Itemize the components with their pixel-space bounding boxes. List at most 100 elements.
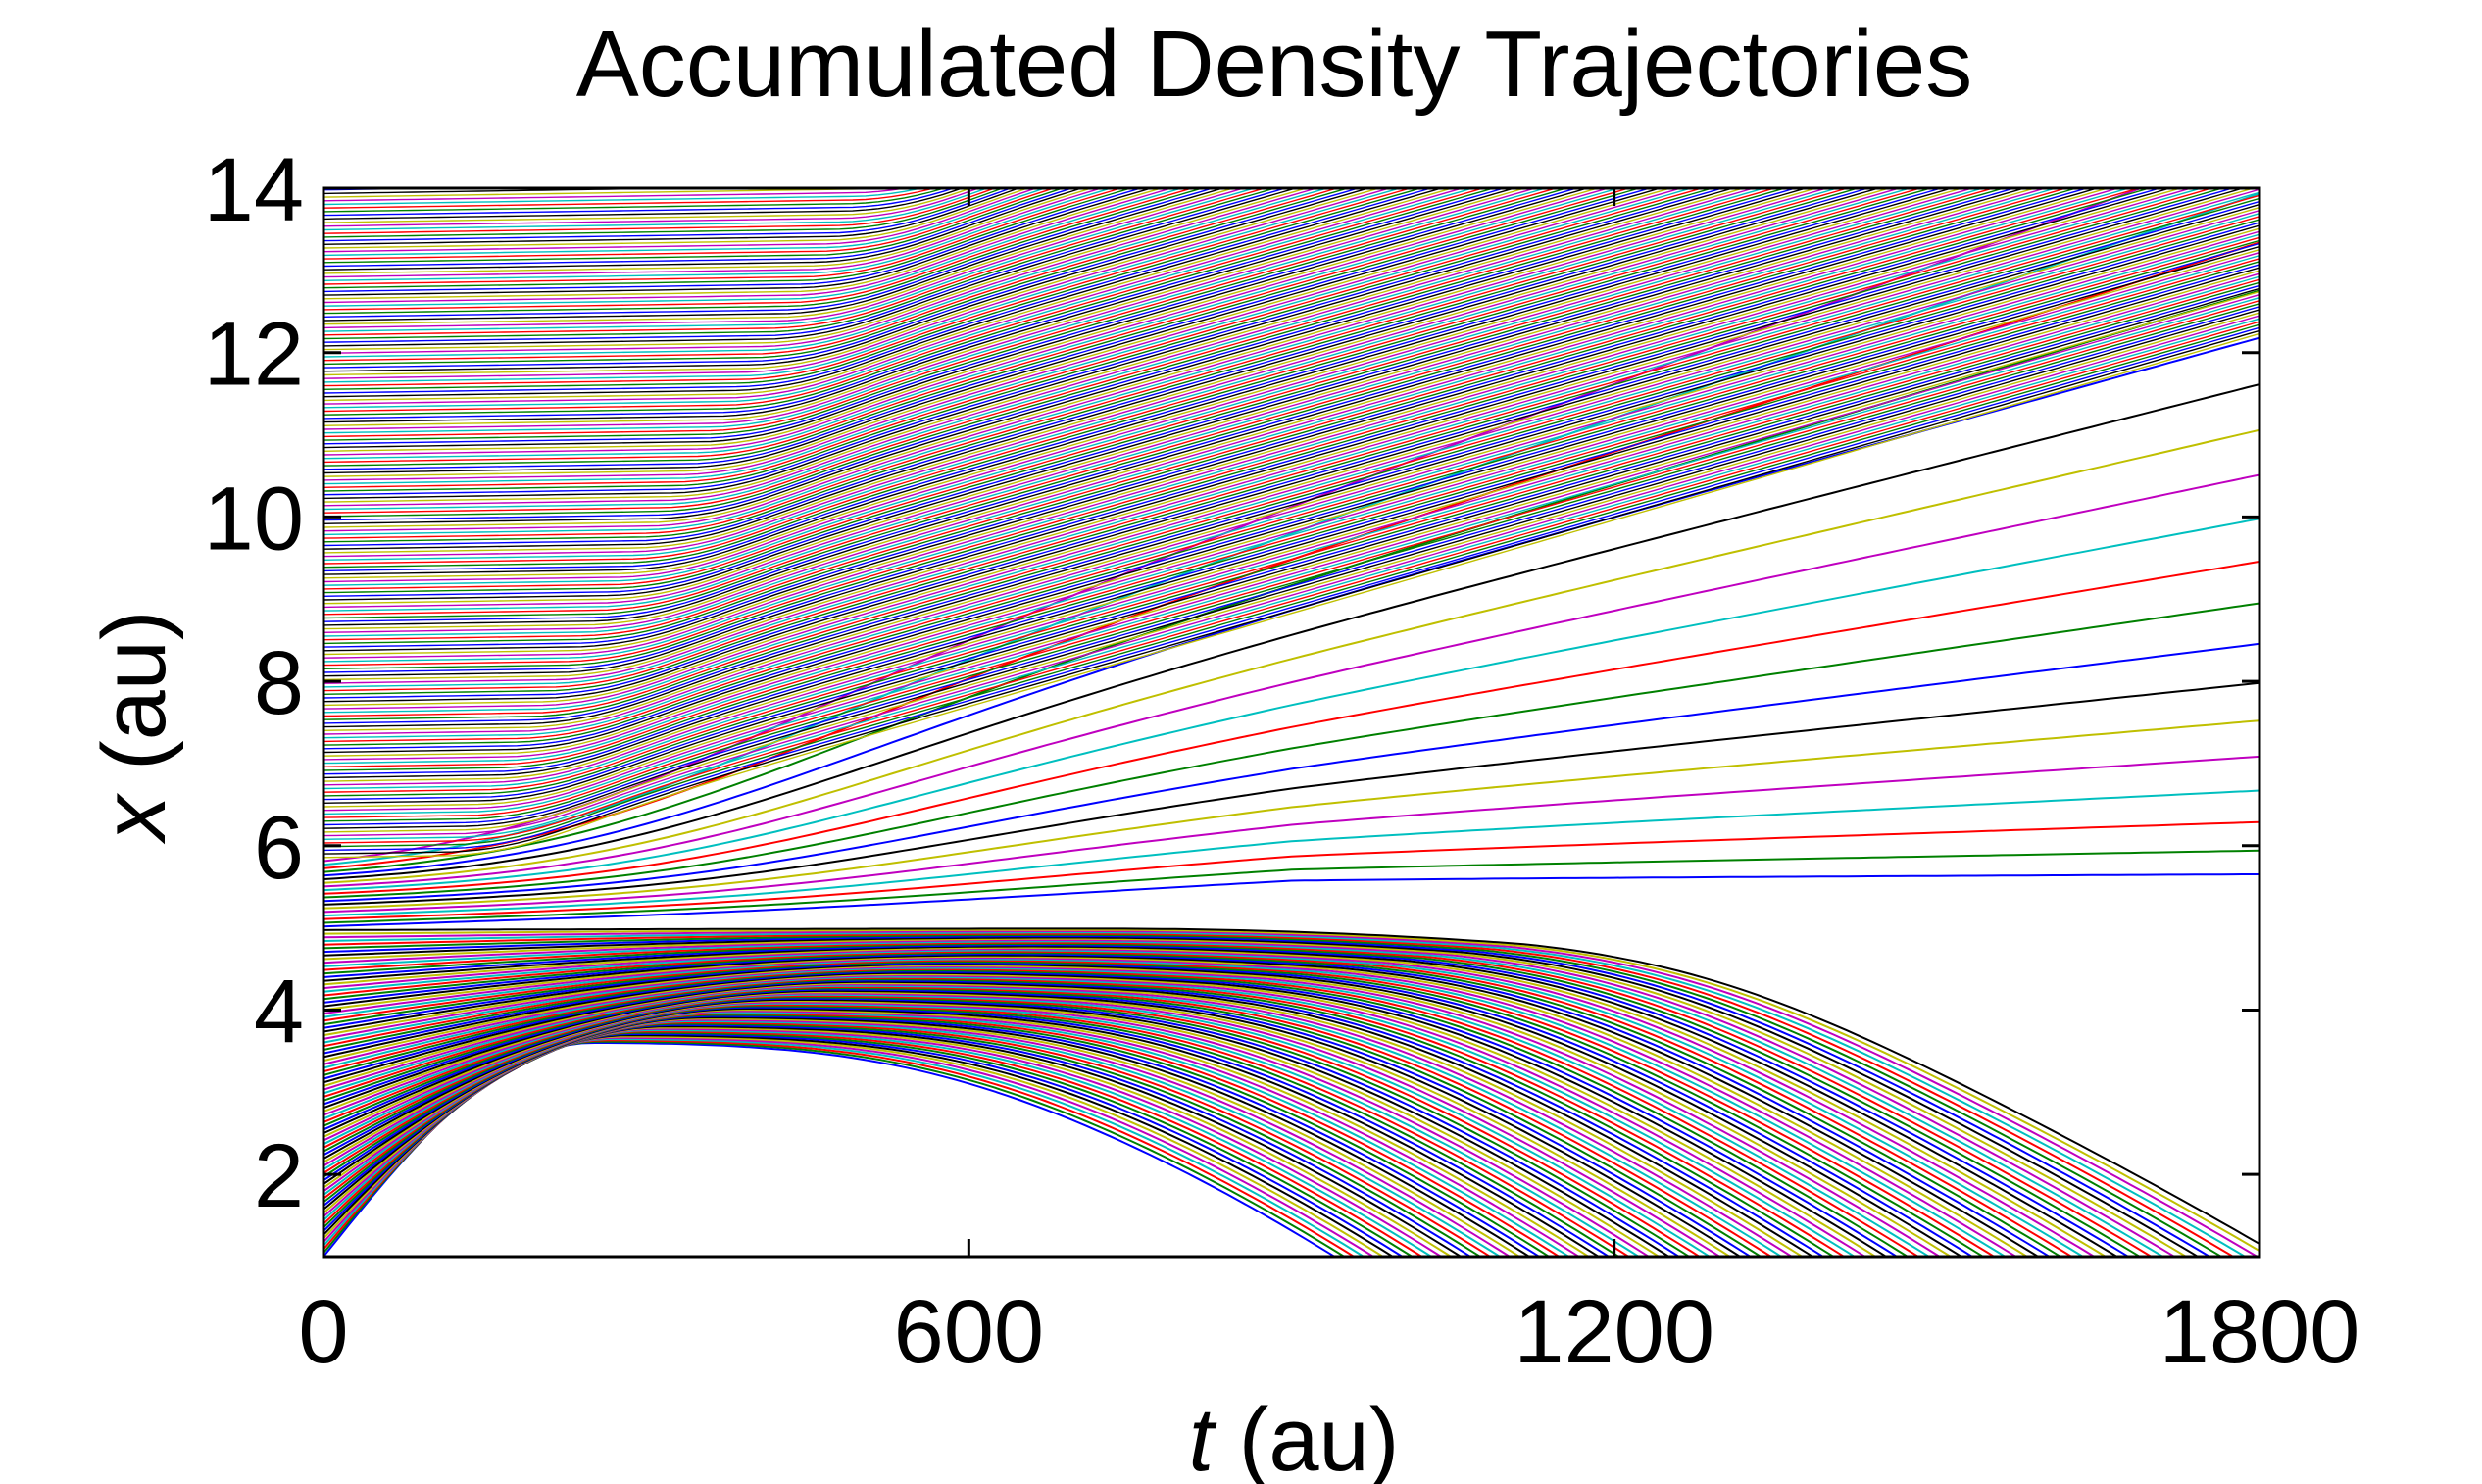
- trajectory-line: [323, 188, 1538, 430]
- trajectory-line: [323, 188, 2235, 673]
- trajectory-line: [323, 560, 2259, 895]
- trajectory-line: [323, 188, 2079, 619]
- trajectory-line: [323, 296, 2259, 816]
- trajectory-line: [323, 473, 2259, 888]
- trajectory-line: [323, 939, 2177, 1257]
- trajectory-line: [323, 272, 2259, 786]
- trajectory-line: [323, 188, 1434, 394]
- trajectory-line: [323, 188, 1818, 528]
- trajectory-line: [323, 932, 2236, 1257]
- trajectory-line: [323, 188, 2100, 626]
- trajectory-line: [323, 999, 1671, 1257]
- trajectory-line: [323, 188, 1299, 347]
- trajectory-line: [323, 203, 2259, 703]
- trajectory-line: [323, 789, 2259, 917]
- trajectory-line: [323, 239, 2259, 746]
- trajectory-line: [323, 188, 1923, 565]
- trajectory-line: [323, 987, 1763, 1257]
- trajectory-line: [323, 188, 947, 213]
- trajectory-line: [323, 188, 2246, 677]
- trajectory-line: [323, 188, 1964, 579]
- trajectory-line: [323, 197, 2259, 695]
- trajectory-line: [323, 188, 1642, 467]
- trajectory-line: [323, 992, 1722, 1257]
- trajectory-line: [323, 188, 1047, 257]
- trajectory-line: [323, 982, 1805, 1257]
- trajectory-line: [323, 188, 1861, 543]
- trajectory-line: [323, 188, 1912, 561]
- trajectory-line: [323, 227, 2259, 731]
- trajectory-line: [323, 188, 2007, 594]
- trajectory-line: [323, 248, 2259, 757]
- trajectory-line: [323, 318, 2259, 840]
- trajectory-line: [323, 188, 997, 234]
- x-axis-ticks: 0 600 1200 1800: [298, 188, 2359, 1382]
- trajectory-line: [323, 188, 1955, 575]
- trajectory-line: [323, 820, 2259, 920]
- trajectory-line: [323, 957, 2018, 1257]
- trajectory-line: [323, 188, 1516, 423]
- trajectory-line: [323, 974, 1867, 1257]
- trajectory-line: [323, 188, 2214, 667]
- y-axis-label: x (au): [84, 610, 184, 844]
- trajectory-line: [323, 961, 1986, 1257]
- trajectory-line: [323, 188, 2183, 656]
- trajectory-line: [323, 948, 2097, 1257]
- trajectory-line: [323, 188, 1288, 343]
- trajectory-line: [323, 188, 1382, 376]
- trajectory-line: [323, 188, 1767, 511]
- trajectory-line: [323, 188, 883, 198]
- y-tick-label: 12: [204, 305, 304, 405]
- trajectory-line: [323, 970, 1900, 1257]
- y-tick-label: 4: [254, 962, 304, 1062]
- trajectory-line: [323, 188, 1319, 354]
- trajectory-line: [323, 958, 2008, 1257]
- trajectory-line: [323, 188, 1569, 441]
- trajectory-line: [323, 965, 1953, 1257]
- trajectory-line: [323, 188, 989, 231]
- trajectory-line: [323, 188, 981, 227]
- trajectory-line: [323, 332, 2259, 859]
- trajectory-line: [323, 933, 2224, 1257]
- trajectory-line: [323, 188, 1725, 496]
- trajectory-line: [323, 949, 2085, 1257]
- trajectory-line: [323, 946, 2108, 1257]
- trajectory-line: [323, 188, 1684, 481]
- x-tick-label: 0: [298, 1282, 348, 1382]
- trajectory-line: [323, 224, 2259, 728]
- y-tick-label: 8: [254, 633, 304, 733]
- trajectory-line: [323, 188, 1195, 311]
- trajectory-line: [323, 928, 2259, 1253]
- trajectory-line: [323, 188, 1579, 445]
- trajectory-line: [323, 983, 1794, 1257]
- trajectory-line: [323, 188, 1164, 300]
- trajectory-line: [323, 191, 2259, 688]
- trajectory-line: [323, 755, 2259, 914]
- trajectory-line: [323, 979, 1825, 1257]
- trajectory-line: [323, 997, 1681, 1257]
- trajectory-line: [323, 955, 2029, 1257]
- trajectory-line: [323, 188, 1840, 536]
- trajectory-line: [323, 965, 1942, 1257]
- trajectory-line: [323, 188, 1114, 281]
- trajectory-line: [323, 188, 1104, 278]
- trajectory-line: [323, 989, 1743, 1257]
- trajectory-line: [323, 188, 1871, 547]
- trajectory-line: [323, 953, 2052, 1257]
- trajectory-line: [323, 976, 1847, 1257]
- trajectory-line: [323, 188, 1559, 438]
- trajectory-line: [323, 312, 2259, 833]
- trajectory-line: [323, 188, 1257, 332]
- trajectory-line: [323, 321, 2259, 844]
- trajectory-line: [323, 188, 1933, 569]
- trajectory-line: [323, 245, 2259, 754]
- trajectory-line: [323, 937, 2189, 1257]
- trajectory-line: [323, 188, 1714, 492]
- trajectory-line: [323, 326, 2259, 852]
- trajectory-line: [323, 329, 2259, 855]
- trajectory-line: [323, 188, 1144, 293]
- trajectory-line: [323, 290, 2259, 808]
- trajectory-line: [323, 188, 1056, 260]
- trajectory-line: [323, 935, 2212, 1257]
- trajectory-line: [323, 940, 2165, 1257]
